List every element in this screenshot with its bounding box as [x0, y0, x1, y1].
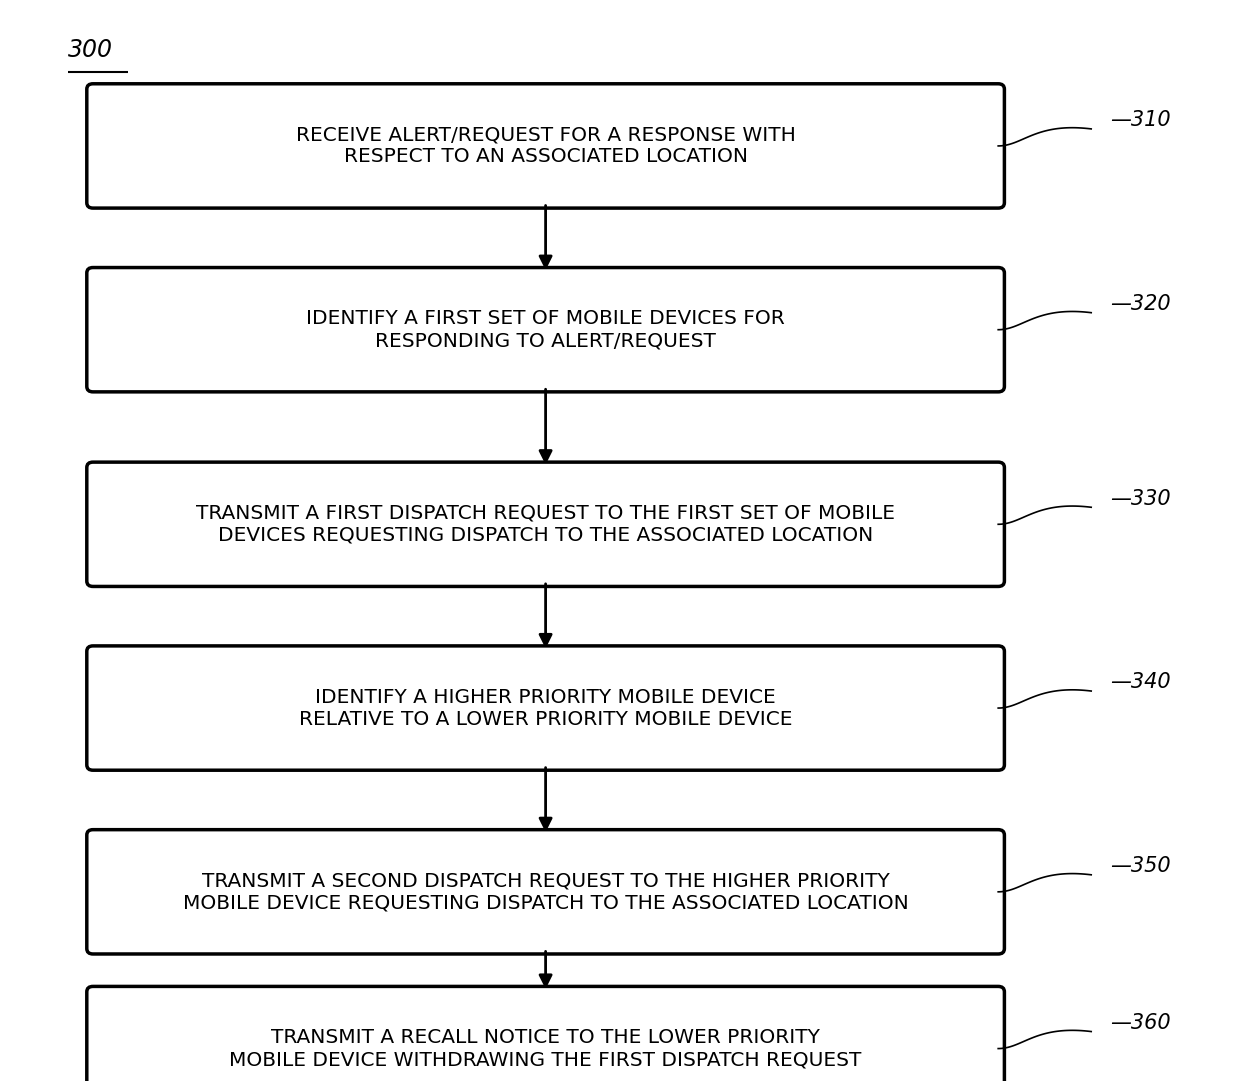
Text: —330: —330 — [1110, 489, 1171, 509]
FancyBboxPatch shape — [87, 84, 1004, 208]
Text: —340: —340 — [1110, 672, 1171, 693]
FancyBboxPatch shape — [87, 830, 1004, 953]
Text: TRANSMIT A RECALL NOTICE TO THE LOWER PRIORITY
MOBILE DEVICE WITHDRAWING THE FIR: TRANSMIT A RECALL NOTICE TO THE LOWER PR… — [229, 1028, 862, 1069]
Text: RECEIVE ALERT/REQUEST FOR A RESPONSE WITH
RESPECT TO AN ASSOCIATED LOCATION: RECEIVE ALERT/REQUEST FOR A RESPONSE WIT… — [295, 125, 796, 166]
Text: —320: —320 — [1110, 294, 1171, 315]
Text: TRANSMIT A FIRST DISPATCH REQUEST TO THE FIRST SET OF MOBILE
DEVICES REQUESTING : TRANSMIT A FIRST DISPATCH REQUEST TO THE… — [196, 504, 895, 545]
Text: TRANSMIT A SECOND DISPATCH REQUEST TO THE HIGHER PRIORITY
MOBILE DEVICE REQUESTI: TRANSMIT A SECOND DISPATCH REQUEST TO TH… — [182, 871, 909, 912]
Text: IDENTIFY A FIRST SET OF MOBILE DEVICES FOR
RESPONDING TO ALERT/REQUEST: IDENTIFY A FIRST SET OF MOBILE DEVICES F… — [306, 309, 785, 350]
FancyBboxPatch shape — [87, 986, 1004, 1081]
Text: —350: —350 — [1110, 856, 1171, 877]
FancyBboxPatch shape — [87, 462, 1004, 586]
FancyBboxPatch shape — [87, 646, 1004, 770]
Text: —310: —310 — [1110, 110, 1171, 131]
FancyBboxPatch shape — [87, 267, 1004, 392]
Text: 300: 300 — [68, 38, 113, 62]
Text: IDENTIFY A HIGHER PRIORITY MOBILE DEVICE
RELATIVE TO A LOWER PRIORITY MOBILE DEV: IDENTIFY A HIGHER PRIORITY MOBILE DEVICE… — [299, 688, 792, 729]
Text: —360: —360 — [1110, 1013, 1171, 1033]
